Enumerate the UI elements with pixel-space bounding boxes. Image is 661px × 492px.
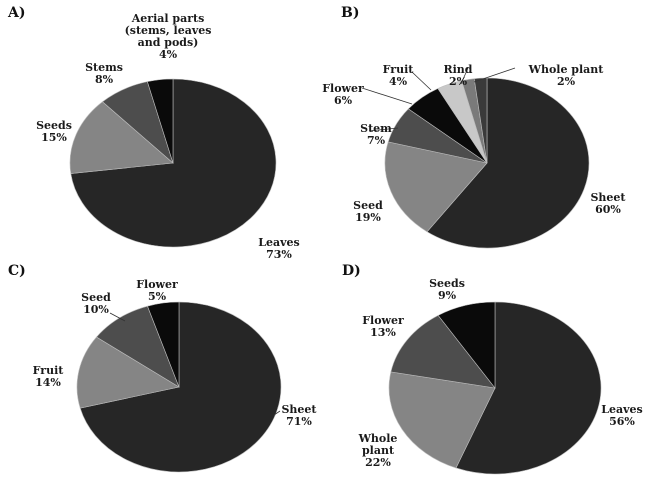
slice-label-stem: Stem 7% [360, 122, 392, 147]
slice-label-sheet: Sheet 60% [590, 191, 626, 216]
slice-label-seed: Seed 19% [353, 199, 383, 224]
slice-label-fruit: Fruit 14% [33, 364, 65, 389]
slice-label-flower: Flower 13% [362, 314, 404, 339]
panel-letter: C) [8, 263, 26, 279]
slice-label-seed: Seed 10% [81, 291, 111, 316]
slice-label-rind: Rind 2% [443, 63, 472, 88]
slice-label-leaves: Leaves 73% [258, 236, 299, 261]
leader-line [368, 127, 399, 132]
slice-label-stems: Stems 8% [85, 61, 123, 86]
leader-line [411, 71, 432, 91]
pie-panel-a: A) Leaves 73% Seeds 15% Stems 8%Aerial parts (s… [7, 5, 300, 261]
leader-line [273, 410, 281, 416]
leader-line [473, 67, 516, 83]
leader-line [109, 312, 126, 322]
pie-slice-whole-plant [388, 371, 496, 469]
pie-panel-d: D) Leaves 56% Whole plant 22% Flower 13% Seeds 9% [342, 263, 643, 475]
pie-slice-seeds [437, 301, 496, 389]
pie-slice-leaves [455, 301, 602, 475]
pie-slice-fruit [76, 336, 180, 409]
pie-slice-flower [390, 315, 496, 389]
slice-label-flower: Flower 6% [322, 82, 364, 107]
pie-slice-seeds [69, 101, 174, 174]
slice-label-aerial-parts-stems-leaves-and-pods: Aerial parts (stems, leaves and pods) 4% [125, 12, 212, 61]
slice-label-whole-plant: Whole plant 2% [528, 63, 605, 88]
slice-label-fruit: Fruit 4% [383, 63, 415, 88]
panel-letter: A) [7, 5, 26, 21]
pie-panel-c: C) Sheet 71% Fruit 14% Seed 10% Flower 5% [8, 263, 317, 473]
slice-label-flower: Flower 5% [136, 278, 178, 303]
pie-slice-flower [147, 301, 180, 388]
slice-label-seeds: Seeds 15% [36, 119, 72, 144]
slice-label-whole-plant: Whole plant 22% [358, 432, 398, 469]
pie-panel-b: B) Sheet 60% Seed 19% Stem 7% Flower 6% Fruit 4% Ri… [322, 5, 626, 249]
leader-line [361, 87, 413, 105]
leader-line [460, 67, 469, 85]
pie-slice-aerial-parts-stems-leaves-and-pods [146, 78, 174, 164]
panel-letter: D) [342, 263, 361, 279]
slice-label-seeds: Seeds 9% [429, 277, 465, 302]
pie-slice-sheet [426, 77, 590, 249]
pie-slice-whole-plant [473, 77, 488, 164]
slice-label-leaves: Leaves 56% [601, 403, 642, 428]
slice-label-sheet: Sheet 71% [281, 403, 317, 428]
pie-slice-seed [384, 141, 488, 233]
pie-slice-sheet [79, 301, 282, 473]
panel-letter: B) [341, 5, 359, 21]
